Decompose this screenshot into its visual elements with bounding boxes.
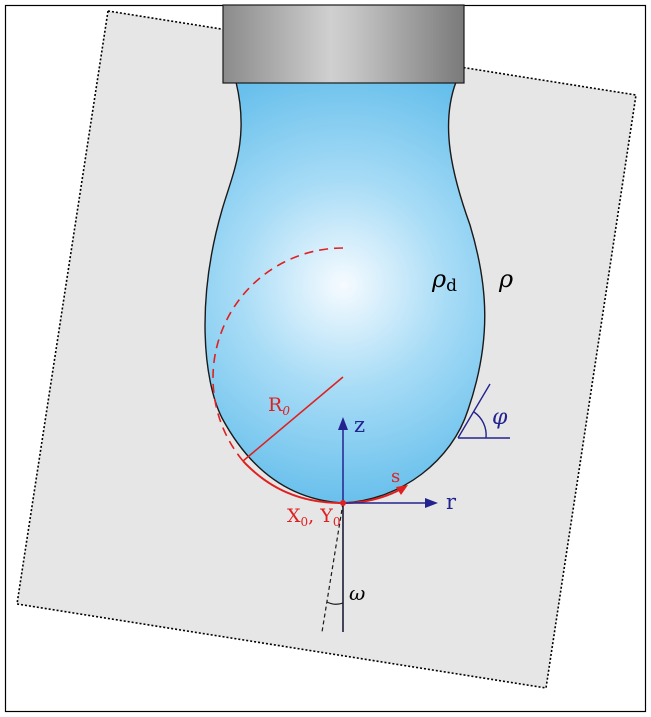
- needle: [222, 4, 465, 84]
- s-label: s: [391, 466, 400, 487]
- omega-label: ω: [349, 581, 365, 605]
- phi-arc: [473, 411, 487, 439]
- r0-label: R0: [268, 394, 290, 418]
- omega-arc: [326, 601, 344, 605]
- z-arrowhead: [338, 417, 348, 430]
- z-label: z: [354, 413, 365, 437]
- x0-y0-label: X0, Y0: [287, 505, 340, 529]
- tangent-line: [457, 383, 491, 439]
- s-arrowhead: [396, 485, 408, 495]
- arc-length-s: [242, 460, 404, 505]
- curvature-circle-arc: [212, 247, 344, 462]
- radius-line: [242, 376, 344, 462]
- phi-label: φ: [492, 405, 508, 430]
- r-arrowhead: [425, 498, 438, 508]
- r-label: r: [446, 490, 457, 514]
- rho-label: ρ: [498, 265, 513, 293]
- apex-point: [340, 500, 346, 506]
- rho-d-label: ρd: [431, 265, 457, 296]
- tilt-line: [321, 502, 344, 633]
